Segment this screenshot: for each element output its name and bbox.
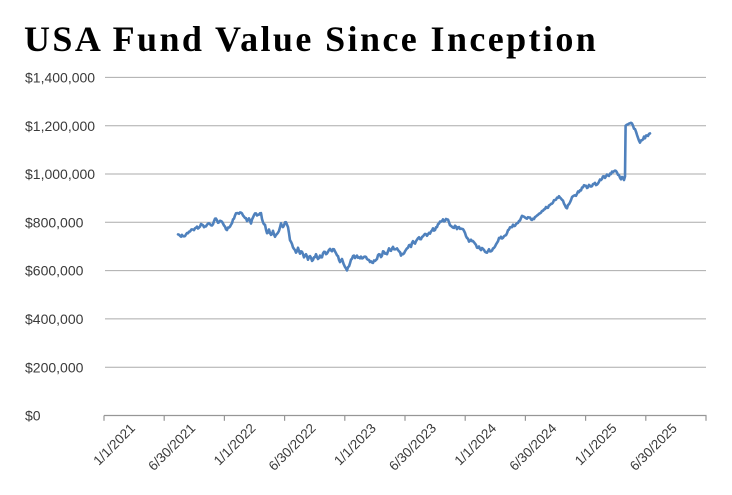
svg-text:1/1/2024: 1/1/2024	[452, 420, 500, 468]
svg-text:$1,400,000: $1,400,000	[25, 70, 95, 86]
svg-text:$200,000: $200,000	[25, 359, 84, 375]
svg-text:6/30/2025: 6/30/2025	[627, 421, 680, 474]
svg-text:6/30/2023: 6/30/2023	[386, 421, 439, 474]
svg-text:1/1/2022: 1/1/2022	[211, 421, 259, 469]
svg-text:$0: $0	[25, 408, 41, 424]
svg-text:6/30/2024: 6/30/2024	[506, 420, 559, 473]
svg-text:$1,200,000: $1,200,000	[25, 118, 95, 134]
svg-text:$1,000,000: $1,000,000	[25, 166, 95, 182]
svg-text:1/1/2021: 1/1/2021	[90, 421, 138, 469]
svg-text:$600,000: $600,000	[25, 263, 84, 279]
svg-text:6/30/2021: 6/30/2021	[145, 421, 198, 474]
svg-text:6/30/2022: 6/30/2022	[266, 421, 319, 474]
svg-text:1/1/2023: 1/1/2023	[331, 421, 379, 469]
svg-text:$800,000: $800,000	[25, 214, 84, 230]
svg-text:$400,000: $400,000	[25, 311, 84, 327]
svg-text:1/1/2025: 1/1/2025	[572, 421, 620, 469]
